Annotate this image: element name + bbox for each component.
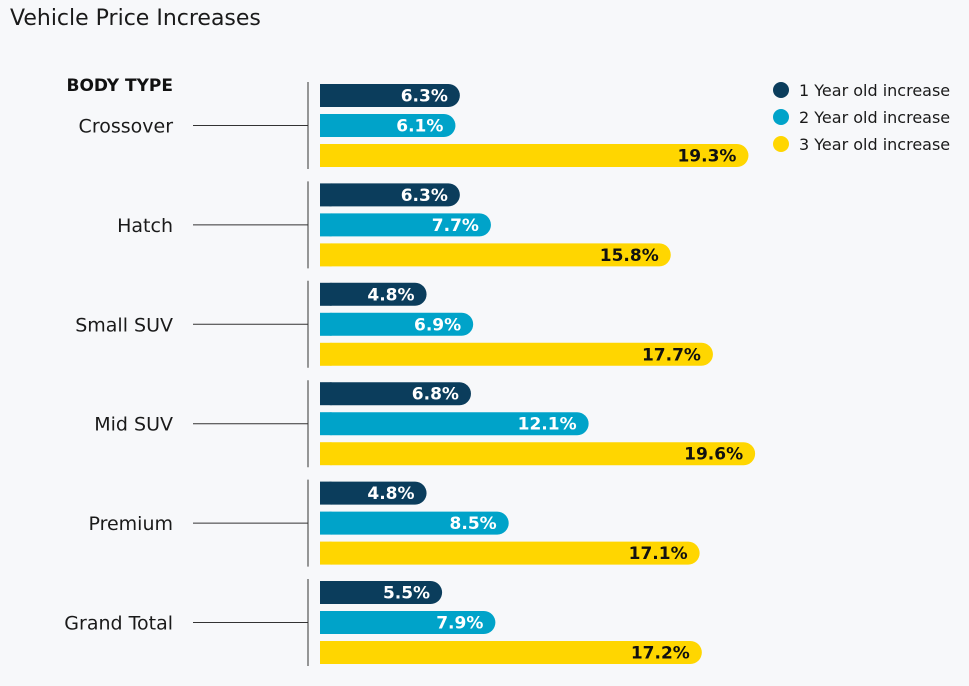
legend-swatch: [773, 109, 789, 125]
bar: [320, 183, 460, 207]
data-label: 15.8%: [600, 246, 659, 266]
data-label: 17.7%: [642, 345, 701, 365]
bar: [320, 342, 713, 366]
bar-left-edge: [320, 183, 332, 207]
bar-group: Mid SUV 6.8% 12.1% 19.6%: [94, 380, 756, 468]
data-label: 6.9%: [414, 315, 461, 335]
bar-left-edge: [320, 243, 332, 267]
bar-left-edge: [320, 641, 332, 664]
data-label: 19.6%: [684, 445, 743, 465]
category-label: Mid SUV: [94, 414, 173, 436]
bar: [320, 541, 700, 565]
bar-group: Hatch 6.3% 7.7% 15.8%: [117, 181, 671, 269]
data-label: 7.7%: [432, 216, 479, 236]
category-label: Hatch: [117, 215, 173, 237]
legend: 1 Year old increase 2 Year old increase 3 …: [773, 81, 950, 154]
bar: [320, 114, 456, 137]
bar-group: Small SUV 4.8%6.9% 17.7%: [75, 280, 713, 368]
bar-left-edge: [320, 541, 332, 565]
bar-left-edge: [320, 114, 332, 137]
bar: [320, 442, 756, 466]
bar: [320, 84, 460, 107]
bar-left-edge: [320, 84, 332, 107]
legend-entry: 2 Year old increase: [799, 108, 950, 127]
data-label: 6.8%: [412, 385, 459, 405]
bar: [320, 511, 509, 535]
data-label: 8.5%: [450, 514, 497, 534]
group-heading: BODY TYPE: [67, 76, 174, 96]
bar-left-edge: [320, 481, 332, 505]
category-label: Premium: [88, 513, 173, 535]
bar-left-edge: [320, 213, 332, 237]
legend-swatch: [773, 136, 789, 152]
bar: [320, 312, 474, 336]
bar: [320, 382, 471, 406]
legend-entry: 1 Year old increase: [799, 81, 950, 100]
bar: [320, 144, 749, 167]
bar: [320, 581, 443, 604]
data-label: 6.3%: [401, 186, 448, 206]
data-label: 4.8%: [367, 484, 414, 504]
bar-left-edge: [320, 442, 332, 466]
data-label: 19.3%: [677, 147, 736, 167]
bar: [320, 282, 427, 306]
bar: [320, 611, 496, 634]
legend-entry: 3 Year old increase: [799, 135, 950, 154]
bar-left-edge: [320, 412, 332, 436]
category-label: Small SUV: [75, 314, 173, 336]
bar: [320, 213, 491, 237]
data-label: 6.3%: [401, 87, 448, 107]
data-label: 12.1%: [518, 415, 577, 435]
bar: [320, 641, 702, 664]
data-label: 6.1%: [396, 117, 443, 137]
category-label: Crossover: [79, 116, 174, 138]
data-label: 4.8%: [367, 285, 414, 305]
bar-group: Premium 4.8% 8.5% 17.1%: [88, 479, 700, 567]
data-label: 17.2%: [631, 644, 690, 664]
data-label: 7.9%: [436, 614, 483, 634]
bar-left-edge: [320, 342, 332, 366]
bar: [320, 481, 427, 505]
data-label: 17.1%: [629, 544, 688, 564]
bar-groups: Crossover 6.3% 6.1% 19.3% Hatch 6.3% 7.7% 15.8%…: [64, 82, 756, 666]
bar: [320, 243, 671, 267]
bar-left-edge: [320, 382, 332, 406]
bar-group: Crossover 6.3% 6.1% 19.3%: [79, 82, 749, 169]
bar-left-edge: [320, 611, 332, 634]
data-label: 5.5%: [383, 584, 430, 604]
bar-left-edge: [320, 581, 332, 604]
bar-left-edge: [320, 312, 332, 336]
bar-left-edge: [320, 511, 332, 535]
bar-group: Grand Total 5.5% 7.9% 17.2%: [64, 579, 702, 666]
chart-title: Vehicle Price Increases: [10, 6, 261, 31]
category-label: Grand Total: [64, 613, 173, 635]
legend-swatch: [773, 82, 789, 98]
bar-left-edge: [320, 144, 332, 167]
bar-left-edge: [320, 282, 332, 306]
bar: [320, 412, 589, 436]
